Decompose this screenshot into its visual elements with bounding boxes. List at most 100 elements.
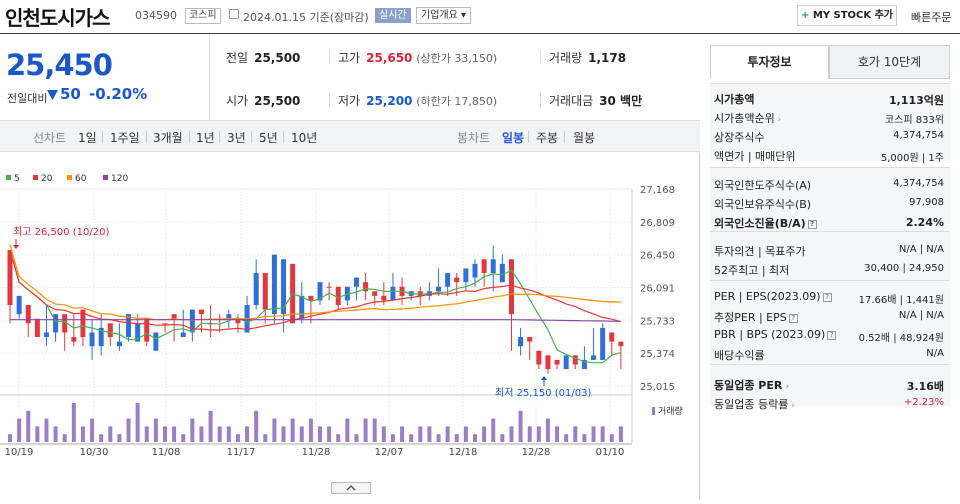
volume-bar <box>545 418 550 442</box>
period-3y[interactable]: 3년 <box>227 131 246 145</box>
info-row-value: 17.66배 | 1,441원 <box>858 295 944 306</box>
info-row: 시가총액 1,113억원 <box>710 89 950 108</box>
candle-body <box>372 291 378 296</box>
candle-body <box>335 286 341 306</box>
candle-body <box>34 318 40 338</box>
y-tick-label: 26,809 <box>640 218 675 229</box>
candle-body <box>25 305 31 324</box>
candle-body <box>472 263 478 278</box>
help-icon[interactable]: ? <box>827 330 837 340</box>
x-tick-label: 11/17 <box>227 447 256 458</box>
corp-info-dropdown[interactable]: 기업개요 ▾ <box>416 7 471 24</box>
info-row: 52주최고 | 최저 30,400 | 24,950 <box>710 260 950 279</box>
candle-body <box>572 355 578 365</box>
candle-body <box>253 272 259 306</box>
chart-svg: 5 20 60 120 27,168 26,809 26,450 26,091 25,733 25… <box>0 174 683 458</box>
volume-bar <box>518 410 523 442</box>
candle-body <box>536 350 542 365</box>
help-icon[interactable]: ? <box>807 219 817 229</box>
candle-body <box>454 277 460 283</box>
candle-body <box>317 282 323 301</box>
period-1y[interactable]: 1년 <box>196 131 215 145</box>
period-1w[interactable]: 1주일 <box>110 131 140 145</box>
chevron-right-icon: › <box>774 115 782 125</box>
candle-body <box>499 263 505 283</box>
chart-expand-button[interactable] <box>331 482 371 494</box>
volume-value: 1,178 <box>588 51 627 65</box>
tab-invest-info[interactable]: 투자정보 <box>710 45 829 79</box>
candle-chart-label[interactable]: 봉차트 <box>457 131 491 145</box>
candle-body <box>7 250 13 306</box>
info-row: 배당수익률 N/A <box>710 345 950 364</box>
info-row: 시가총액순위 › 코스피 833위 <box>710 108 950 127</box>
open-price: 시가 25,500 <box>226 92 300 109</box>
info-row: 상장주식수 4,374,754 <box>710 127 950 146</box>
period-3m[interactable]: 3개월 <box>153 131 183 145</box>
info-row-label: 외국인한도주식수(A) <box>714 179 812 192</box>
volume-bar <box>208 410 213 442</box>
volume-bar <box>163 426 167 442</box>
volume-bar <box>345 418 350 442</box>
market-badge: 코스피 <box>185 8 221 24</box>
help-icon[interactable]: ? <box>822 292 832 302</box>
volume-bar <box>126 418 131 442</box>
cell-separator <box>540 93 541 107</box>
quick-order-link[interactable]: 빠른주문 <box>911 11 952 24</box>
period-1d[interactable]: 1일 <box>78 131 97 145</box>
candle-body <box>600 327 606 360</box>
candle-body <box>80 309 86 338</box>
period-separator <box>219 131 220 143</box>
info-row-label: 외국인소진율(B/A)? <box>714 215 817 231</box>
down-triangle-icon <box>47 90 58 100</box>
info-row: 외국인한도주식수(A) 4,374,754 <box>710 175 950 194</box>
volume-bar <box>235 434 240 442</box>
add-mystock-button[interactable]: + MY STOCK 추가 <box>797 5 897 26</box>
candle-body <box>180 332 186 338</box>
period-10y[interactable]: 10년 <box>291 131 318 145</box>
candle-body <box>235 318 241 324</box>
candle-body <box>98 327 104 347</box>
calendar-icon <box>229 9 239 19</box>
info-row-label: 배당수익률 <box>714 349 765 362</box>
legend-label: 60 <box>75 174 87 184</box>
volume-bar <box>618 426 623 442</box>
candle-monthly[interactable]: 월봉 <box>573 131 596 145</box>
volume-bar <box>436 434 441 442</box>
candle-weekly[interactable]: 주봉 <box>536 131 559 145</box>
current-price-box: 25,450 전일대비 50 -0.20% <box>0 34 210 120</box>
info-row-label: 52주최고 | 최저 <box>714 264 790 277</box>
period-5y[interactable]: 5년 <box>259 131 278 145</box>
x-tick-label: 12/18 <box>449 447 478 458</box>
open-label: 시가 <box>226 94 249 108</box>
period-line-chart[interactable]: 선차트 <box>33 131 67 145</box>
x-tick-label: 10/30 <box>80 447 109 458</box>
candle-body <box>581 359 587 370</box>
realtime-button[interactable]: 실시간 <box>375 8 411 23</box>
y-tick-label: 25,374 <box>640 349 675 360</box>
candle-daily[interactable]: 일봉 <box>502 131 525 145</box>
amount-value: 30 백만 <box>599 94 643 108</box>
min-annotation: 최저 25,150 (01/03) <box>495 387 591 399</box>
info-row: 외국인보유주식수(B) 97,908 <box>710 194 950 213</box>
y-tick-label: 27,168 <box>640 185 675 196</box>
volume-bar <box>336 434 341 442</box>
period-separator <box>189 131 190 143</box>
candle-body <box>326 286 332 288</box>
candle-body <box>481 259 487 273</box>
volume-bar <box>482 426 487 442</box>
volume-bar <box>473 434 477 442</box>
help-icon[interactable]: ? <box>788 313 798 323</box>
volume-bar <box>181 434 186 442</box>
volume-bar <box>135 403 140 442</box>
candle-body <box>591 355 597 360</box>
info-row-value: N/A <box>926 348 944 359</box>
candle-body <box>436 286 442 292</box>
volume-bar <box>272 418 277 442</box>
legend-label: 120 <box>111 174 128 184</box>
candle-body <box>363 282 369 292</box>
cell-separator <box>329 93 330 107</box>
tab-orderbook[interactable]: 호가 10단계 <box>829 45 950 79</box>
x-tick-label: 01/10 <box>596 447 625 458</box>
high-label: 고가 <box>338 51 361 65</box>
low-price: 저가 25,200 (하한가 17,850) <box>338 92 497 109</box>
